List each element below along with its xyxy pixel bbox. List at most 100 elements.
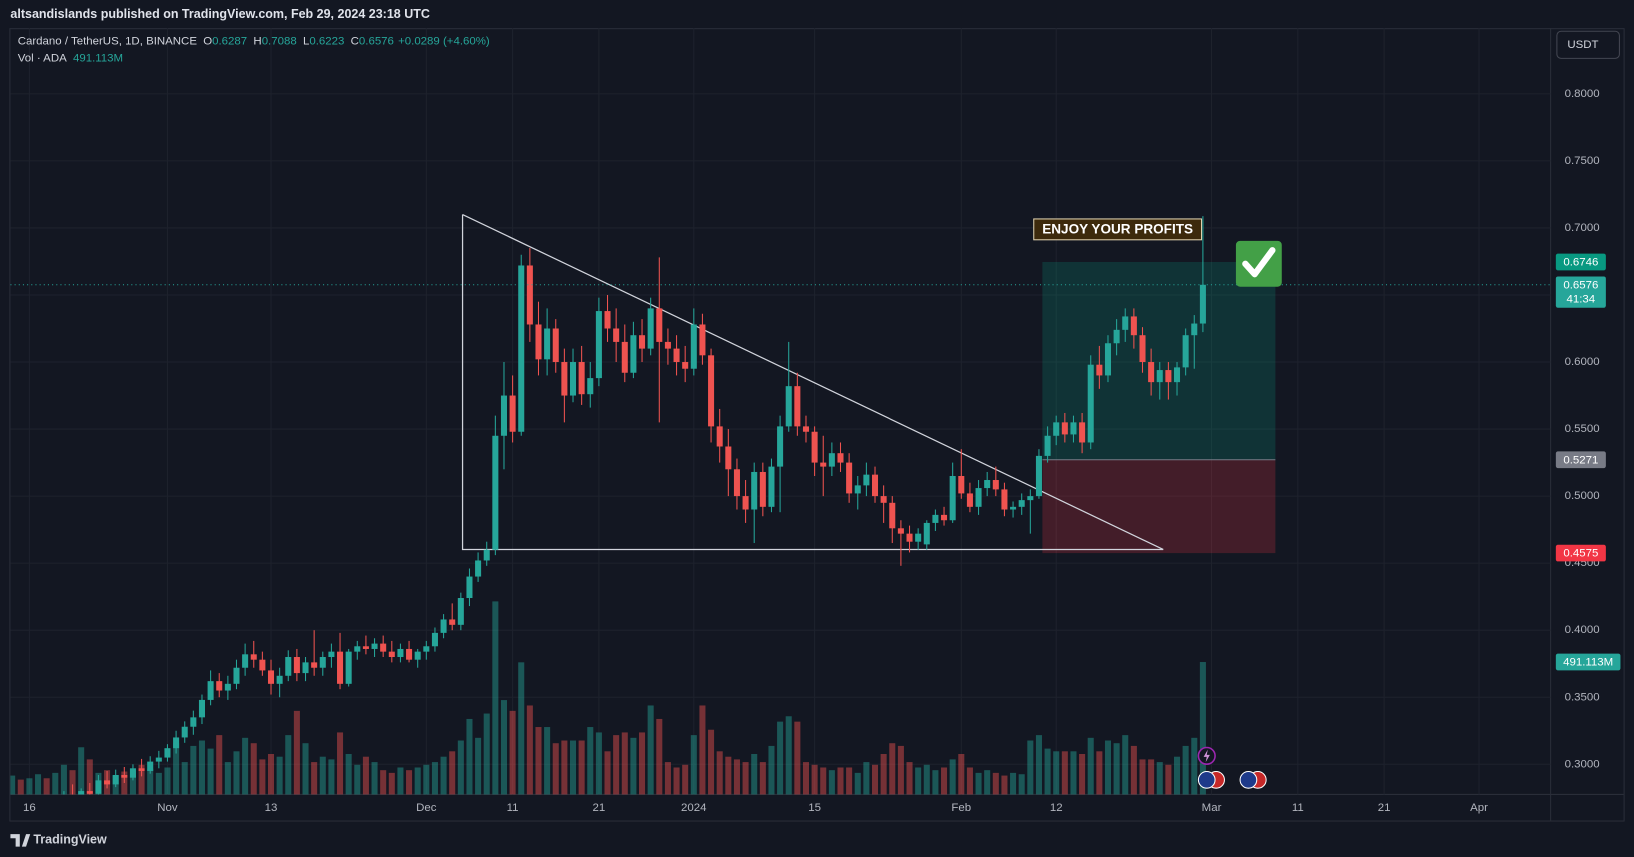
candle-body (958, 475, 965, 494)
key: C (351, 36, 359, 48)
volume-bar (802, 762, 810, 795)
check-mark (1242, 247, 1276, 278)
annotation: ENJOY YOUR PROFITS (1042, 221, 1193, 236)
candle-body (242, 654, 249, 668)
currency-button[interactable] (1556, 30, 1620, 59)
volume-bar (587, 727, 594, 795)
volume-bar (224, 762, 231, 795)
volume-bar (242, 737, 249, 795)
candle-body (285, 657, 292, 676)
volume-bar (759, 762, 766, 795)
flag-icon[interactable] (1239, 770, 1258, 789)
candle-body (699, 324, 706, 356)
candle-body (164, 748, 171, 758)
volume-bar (475, 737, 482, 795)
candle-body (915, 533, 922, 542)
candle-body (1053, 422, 1060, 436)
volume-bar (1018, 774, 1025, 795)
volume-bar (388, 772, 395, 795)
volume-bar (78, 747, 85, 795)
volume-bar (319, 756, 326, 795)
candle-body (604, 311, 611, 329)
candle-body (362, 646, 369, 649)
candle-body (1079, 422, 1086, 443)
candle-body (414, 651, 421, 660)
volume-bar (345, 754, 352, 795)
volume-bar (52, 772, 59, 795)
axes: 0.30000.35000.40000.45000.50000.55000.60… (23, 88, 1621, 814)
currency-label[interactable]: USDT (1567, 39, 1598, 51)
volume-bar (259, 759, 266, 795)
x-tick-label: 16 (23, 802, 36, 814)
volume-bar (889, 743, 896, 795)
candle-body (492, 435, 499, 550)
volume-bar (449, 751, 456, 795)
volume-bar (854, 772, 861, 795)
volume-bar (1139, 759, 1146, 795)
volume-bar (1044, 748, 1051, 795)
candle-body (1001, 489, 1008, 510)
candle-body (1027, 496, 1034, 501)
candle-body (595, 311, 602, 379)
candle-body (1182, 335, 1189, 368)
flag-icon[interactable] (1197, 770, 1216, 789)
volume-bar (1061, 751, 1068, 795)
volume-bar (190, 745, 197, 795)
candle-body (1199, 284, 1206, 324)
candle-body (500, 395, 507, 436)
x-tick-label: 11 (1292, 802, 1304, 814)
plot (10, 28, 1551, 795)
y-tick-label: 0.5000 (1565, 490, 1600, 502)
volume-bar (509, 710, 516, 795)
volume-bar (846, 767, 853, 795)
candle-body (716, 426, 723, 447)
volume-bar (285, 735, 292, 795)
volume-bar (708, 729, 715, 795)
volume-bar (949, 759, 956, 795)
volume-bar (35, 774, 42, 795)
volume-bar (293, 710, 300, 795)
logo-text: TradingView (33, 833, 107, 847)
volume-bar (1191, 737, 1198, 795)
candle-body (95, 780, 102, 794)
candle-body (121, 775, 128, 778)
candle-body (569, 362, 577, 396)
volume-bar (820, 767, 827, 795)
volume-bar (397, 767, 404, 795)
volume-bar (233, 751, 240, 795)
volume-bar (725, 756, 732, 795)
candle-body (509, 395, 516, 432)
candle-body (233, 667, 240, 684)
x-tick-label: Apr (1470, 802, 1488, 814)
candle-body (449, 619, 456, 625)
candle-body (880, 496, 887, 503)
candle-body (820, 462, 827, 467)
x-tick-label: Dec (416, 802, 437, 814)
y-tick-label: 0.5500 (1565, 423, 1600, 435)
volume-bar (526, 705, 533, 795)
volume-bar (1148, 759, 1155, 795)
candle-body (647, 308, 654, 349)
volume-bar (483, 713, 490, 795)
candle-body (1070, 422, 1077, 435)
y-tick-label: 0.4000 (1565, 624, 1600, 636)
candle-body (552, 328, 559, 363)
volume-bar (673, 767, 680, 795)
target-label-box (1555, 253, 1606, 271)
candle-body (923, 522, 930, 545)
volume-bar (1165, 764, 1172, 795)
volume-bar (276, 756, 283, 795)
volume-bar (915, 767, 922, 795)
candle-body (1156, 370, 1163, 383)
candle-body (975, 488, 982, 507)
target-label: 0.6746 (1563, 257, 1598, 269)
volume-bar (492, 601, 499, 795)
volume-bar (518, 662, 525, 795)
volume-bar (863, 762, 870, 795)
volume-bar (742, 762, 749, 795)
volume-bar (578, 740, 585, 795)
volume-bar (1096, 751, 1103, 795)
candle-body (181, 726, 188, 738)
